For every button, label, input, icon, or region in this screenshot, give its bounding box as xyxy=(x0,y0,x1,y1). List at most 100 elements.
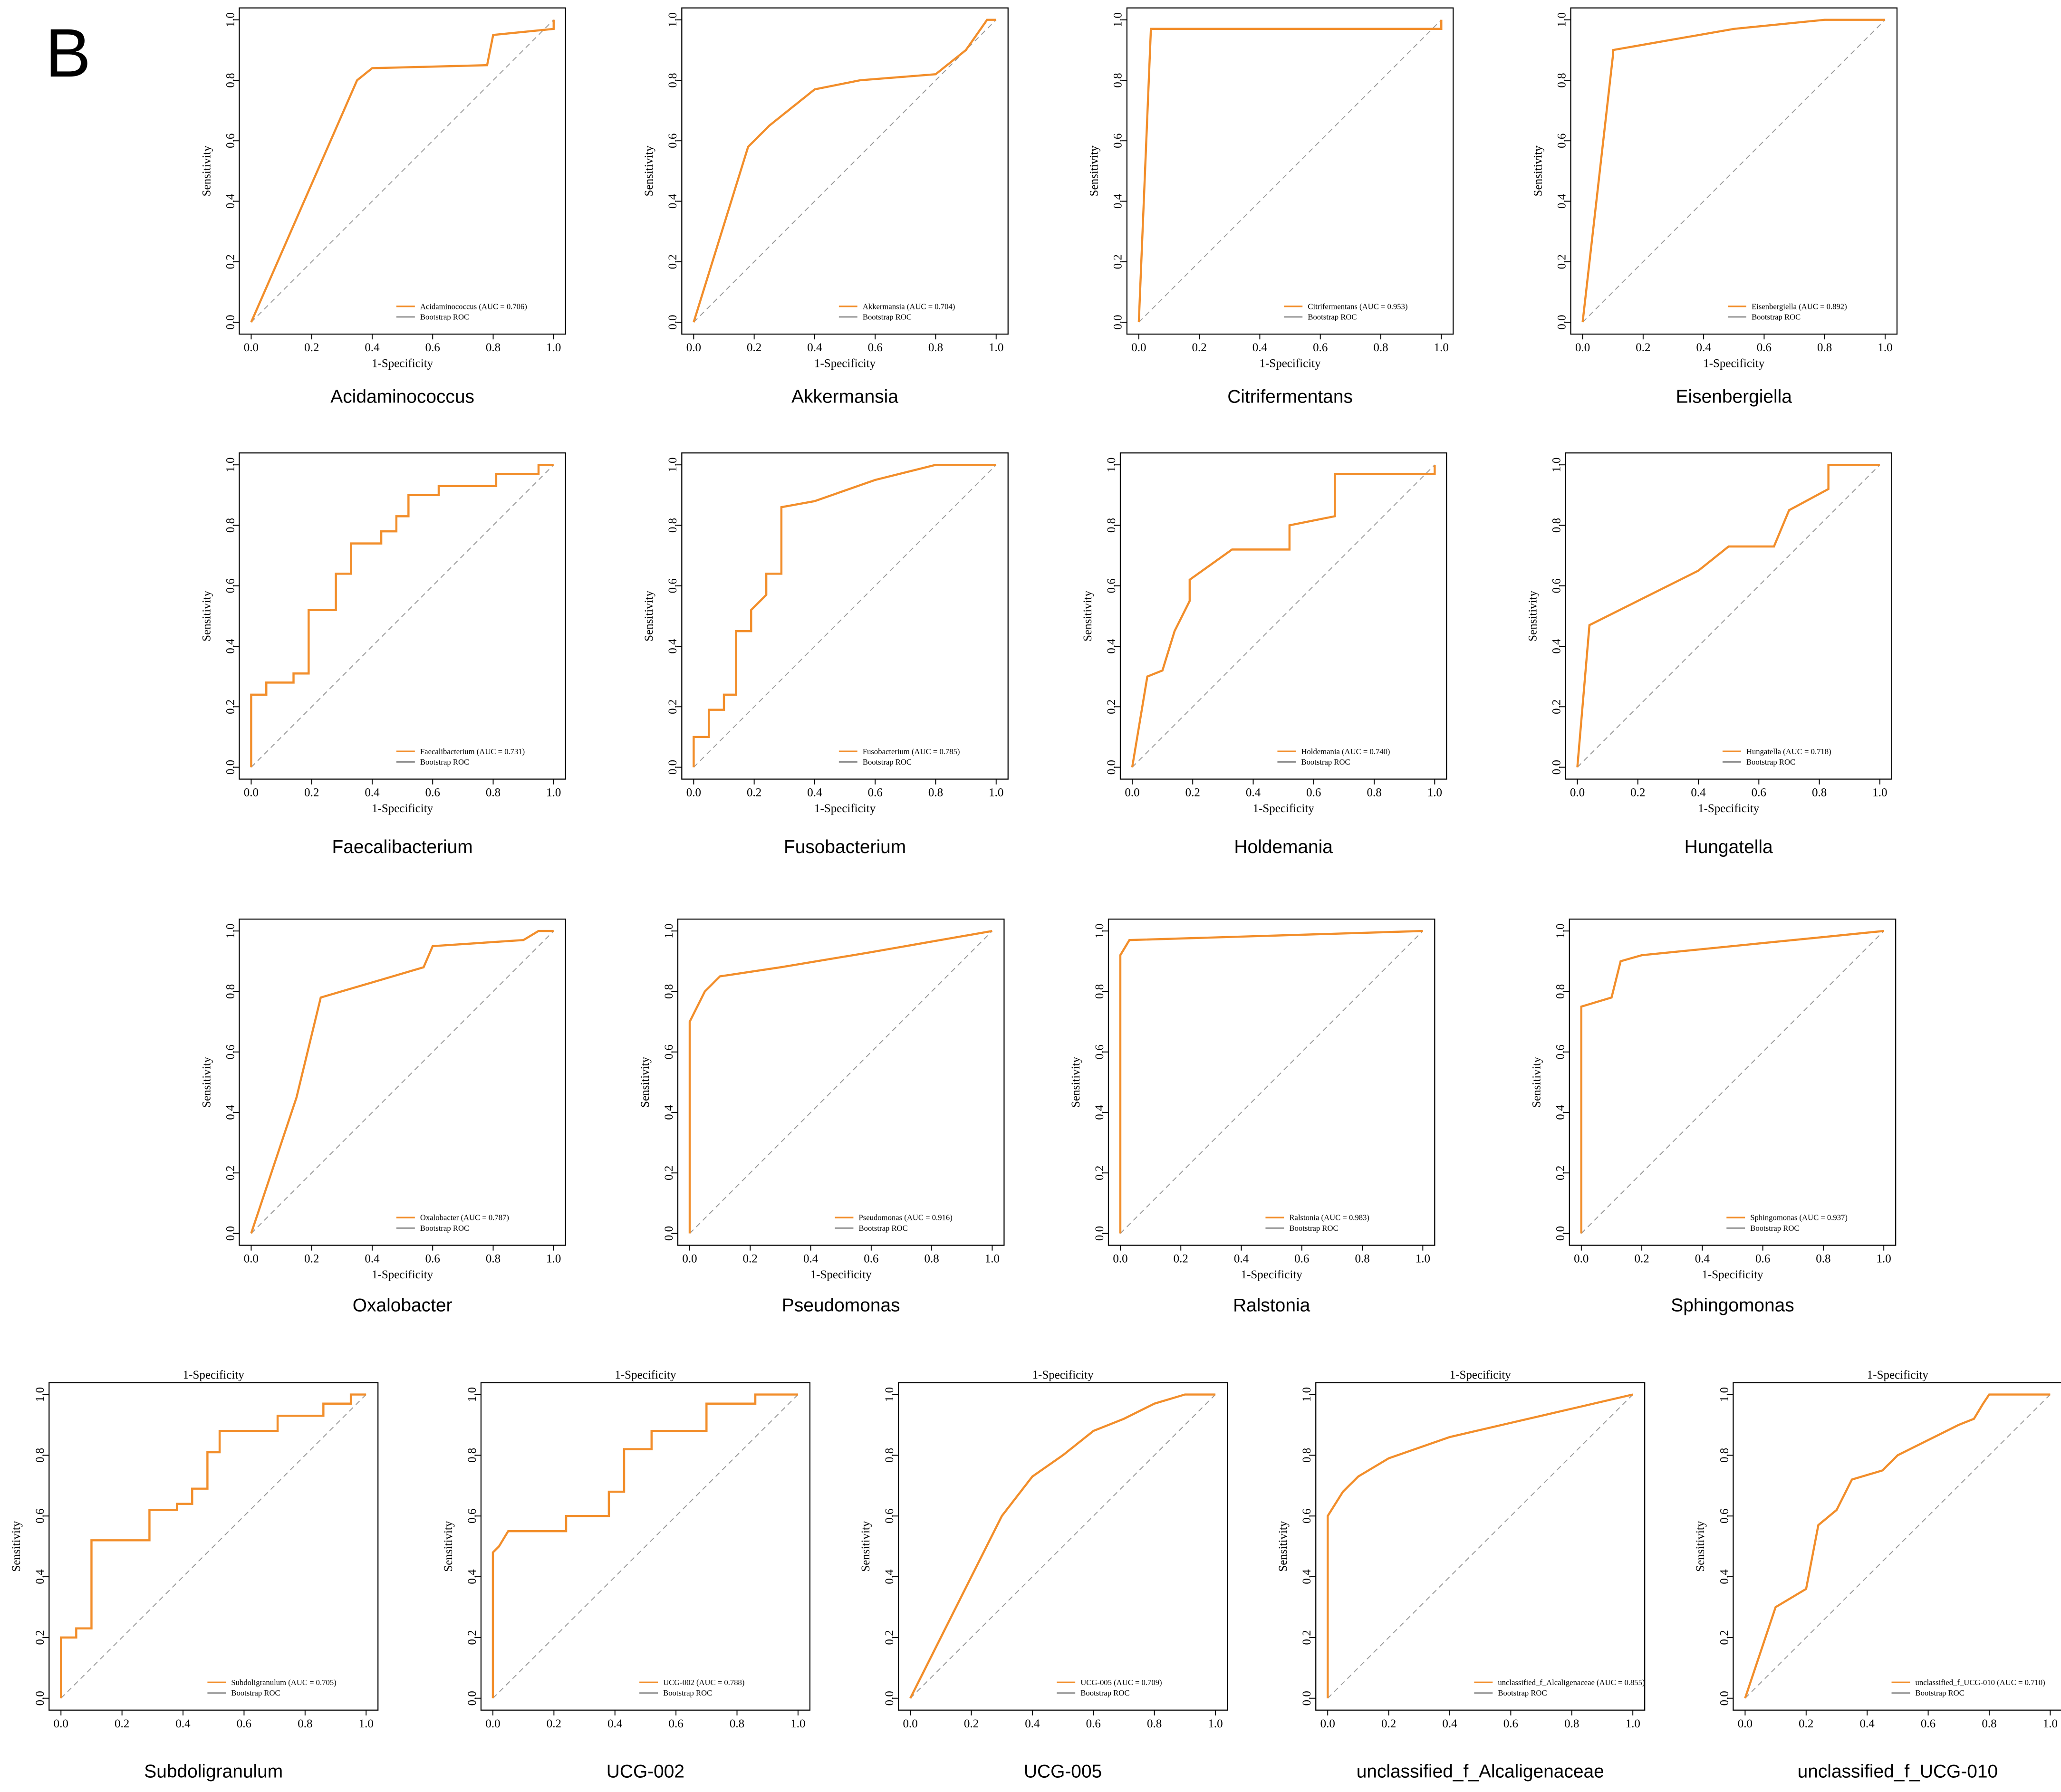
x-tick-label: 1.0 xyxy=(1208,1717,1223,1730)
y-tick-label: 1.0 xyxy=(466,1387,479,1402)
x-axis-label: 1-Specificity xyxy=(814,802,876,815)
roc-panel: 0.0 0.2 0.4 0.6 0.8 1.0 0.0 0.2 0.4 0.6 0.8 1.0 1-Sp… xyxy=(10,1369,379,1782)
y-tick-label: 0.6 xyxy=(34,1509,47,1524)
y-tick-label: 1.0 xyxy=(1555,12,1568,27)
legend-label: Pseudomonas (AUC = 0.916) xyxy=(859,1213,953,1222)
y-tick-label: 0.0 xyxy=(1112,315,1125,329)
legend-label: Bootstrap ROC xyxy=(1752,312,1801,321)
x-axis-label: 1-Specificity xyxy=(810,1268,872,1281)
y-tick-label: 0.2 xyxy=(1718,1630,1731,1645)
plot-frame xyxy=(239,919,566,1246)
x-tick-label: 0.0 xyxy=(1574,1253,1589,1265)
reference-diagonal xyxy=(1744,1394,2051,1699)
x-tick-label: 0.2 xyxy=(1634,1253,1649,1265)
x-tick-label: 0.8 xyxy=(486,786,501,799)
x-tick-label: 0.4 xyxy=(607,1717,623,1730)
y-axis-label: Sensitivity xyxy=(1081,590,1094,641)
x-tick-label: 0.0 xyxy=(1570,786,1585,799)
y-tick-label: 0.4 xyxy=(224,193,237,209)
y-tick-label: 1.0 xyxy=(666,458,679,472)
x-tick-label: 0.2 xyxy=(747,786,761,799)
chart-title: Sphingomonas xyxy=(1671,1295,1794,1315)
y-tick-label: 0.8 xyxy=(1550,518,1563,533)
x-tick-label: 0.8 xyxy=(928,786,943,799)
x-tick-label: 0.6 xyxy=(1294,1253,1309,1265)
legend-label: Bootstrap ROC xyxy=(1308,312,1357,321)
plot-frame xyxy=(677,919,1005,1246)
chart-title: unclassified_f_UCG-010 xyxy=(1798,1761,1998,1782)
x-axis-label: 1-Specificity xyxy=(615,1369,676,1381)
reference-diagonal xyxy=(1132,464,1435,768)
x-tick-label: 1.0 xyxy=(1878,341,1892,354)
roc-curve xyxy=(1581,19,1885,323)
y-tick-label: 1.0 xyxy=(1105,458,1118,472)
x-tick-label: 0.6 xyxy=(1306,786,1321,799)
y-tick-label: 0.6 xyxy=(666,578,679,593)
x-tick-label: 0.4 xyxy=(1252,341,1268,354)
x-tick-label: 0.4 xyxy=(365,1253,380,1265)
y-tick-label: 1.0 xyxy=(1112,12,1125,27)
x-tick-label: 0.0 xyxy=(1320,1717,1335,1730)
legend-label: Citrifermentans (AUC = 0.953) xyxy=(1308,302,1407,311)
y-tick-label: 0.8 xyxy=(34,1448,47,1463)
chart-title: Fusobacterium xyxy=(784,837,906,857)
plot-frame xyxy=(1733,1382,2061,1711)
x-tick-label: 0.4 xyxy=(1442,1717,1457,1730)
legend-label: Bootstrap ROC xyxy=(1916,1688,1965,1697)
x-tick-label: 0.0 xyxy=(244,341,259,354)
y-tick-label: 0.6 xyxy=(1112,134,1125,148)
x-tick-label: 0.6 xyxy=(864,1253,878,1265)
roc-panel: 0.0 0.2 0.4 0.6 0.8 1.0 0.0 0.2 0.4 0.6 0.8 1.0 1-Sp… xyxy=(1694,1369,2061,1782)
x-tick-label: 0.0 xyxy=(1738,1717,1753,1730)
y-tick-label: 0.2 xyxy=(224,1166,237,1180)
x-tick-label: 0.0 xyxy=(682,1253,697,1265)
y-tick-label: 0.2 xyxy=(1093,1166,1106,1180)
y-tick-label: 0.2 xyxy=(224,700,237,714)
y-tick-label: 1.0 xyxy=(1554,924,1567,939)
chart-title: UCG-002 xyxy=(607,1761,684,1782)
legend-label: Bootstrap ROC xyxy=(1746,757,1795,767)
legend-label: Bootstrap ROC xyxy=(863,757,912,767)
x-tick-label: 0.6 xyxy=(1503,1717,1518,1730)
y-tick-label: 0.0 xyxy=(34,1691,47,1706)
y-tick-label: 0.4 xyxy=(666,639,679,654)
x-tick-label: 0.4 xyxy=(1025,1717,1040,1730)
y-tick-label: 0.6 xyxy=(224,1045,237,1059)
legend-label: UCG-005 (AUC = 0.709) xyxy=(1080,1678,1162,1687)
plot-frame xyxy=(1569,919,1897,1246)
y-tick-label: 1.0 xyxy=(666,12,679,27)
x-tick-label: 0.0 xyxy=(485,1717,500,1730)
x-tick-label: 0.2 xyxy=(1185,786,1200,799)
y-tick-label: 0.0 xyxy=(1555,315,1568,329)
x-tick-label: 0.6 xyxy=(1313,341,1328,354)
y-axis-label: Sensitivity xyxy=(200,590,213,641)
legend-label: Bootstrap ROC xyxy=(420,312,469,321)
chart-title: Acidaminococcus xyxy=(330,387,474,407)
x-tick-label: 0.2 xyxy=(547,1717,561,1730)
y-tick-label: 0.8 xyxy=(883,1448,896,1463)
y-tick-label: 0.8 xyxy=(1093,984,1106,999)
x-tick-label: 0.0 xyxy=(903,1717,917,1730)
x-tick-label: 0.2 xyxy=(747,341,761,354)
roc-curve xyxy=(693,19,996,323)
legend-label: Fusobacterium (AUC = 0.785) xyxy=(863,747,960,756)
legend-label: Bootstrap ROC xyxy=(1750,1224,1799,1233)
x-tick-label: 0.0 xyxy=(1125,786,1139,799)
y-tick-label: 0.4 xyxy=(883,1569,896,1584)
x-tick-label: 1.0 xyxy=(546,786,561,799)
x-tick-label: 0.8 xyxy=(928,341,943,354)
roc-curve xyxy=(250,930,554,1234)
x-tick-label: 0.4 xyxy=(807,786,822,799)
y-tick-label: 1.0 xyxy=(1093,924,1106,939)
reference-diagonal xyxy=(910,1394,1216,1699)
reference-diagonal xyxy=(250,19,554,323)
reference-diagonal xyxy=(250,464,554,768)
plot-frame xyxy=(1126,7,1454,335)
y-tick-label: 0.6 xyxy=(224,578,237,593)
x-tick-label: 0.0 xyxy=(686,786,701,799)
plot-frame xyxy=(1119,452,1447,780)
x-tick-label: 1.0 xyxy=(359,1717,374,1730)
y-tick-label: 0.8 xyxy=(224,518,237,533)
x-tick-label: 0.4 xyxy=(1695,1253,1710,1265)
x-tick-label: 0.4 xyxy=(807,341,822,354)
